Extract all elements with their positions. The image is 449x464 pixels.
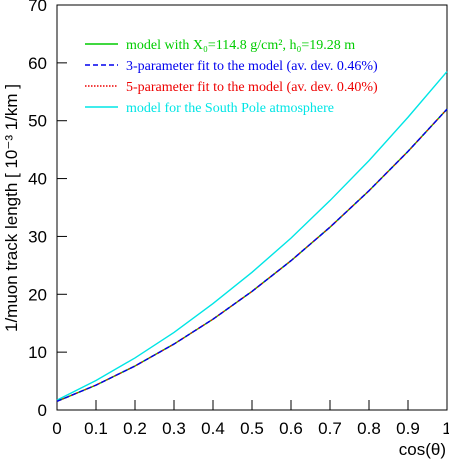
y-tick-label: 30 [28, 227, 47, 246]
y-tick-label: 0 [38, 401, 47, 420]
series-line [56, 108, 448, 402]
y-tick-label: 20 [28, 285, 47, 304]
x-axis-label: cos(θ) [399, 440, 446, 459]
series-line [56, 108, 448, 402]
series-line [56, 108, 448, 402]
y-tick-label: 10 [28, 343, 47, 362]
legend-label: model with X₀=114.8 g/cm², h₀=19.28 m [126, 38, 355, 53]
x-tick-label: 0.7 [318, 419, 342, 438]
y-tick-label: 40 [28, 170, 47, 189]
x-tick-label: 0.4 [201, 419, 225, 438]
x-tick-label: 0.8 [357, 419, 381, 438]
x-tick-label: 0.1 [84, 419, 108, 438]
legend-label: 3-parameter fit to the model (av. dev. 0… [126, 59, 378, 74]
legend-label: 5-parameter fit to the model (av. dev. 0… [126, 80, 378, 95]
x-tick-label: 0.5 [240, 419, 264, 438]
y-tick-label: 60 [28, 54, 47, 73]
x-tick-label: 0.6 [279, 419, 303, 438]
x-tick-label: 0 [52, 419, 61, 438]
y-axis-label: 1/muon track length [ 10⁻³ 1/km ] [2, 84, 21, 332]
x-tick-label: 0.3 [162, 419, 186, 438]
series-line [56, 71, 448, 401]
x-tick-label: 0.2 [123, 419, 147, 438]
y-tick-label: 70 [28, 0, 47, 15]
y-tick-label: 50 [28, 112, 47, 131]
legend-label: model for the South Pole atmosphere [126, 101, 334, 116]
x-tick-label: 0.9 [396, 419, 420, 438]
x-tick-label: 1 [442, 419, 449, 438]
